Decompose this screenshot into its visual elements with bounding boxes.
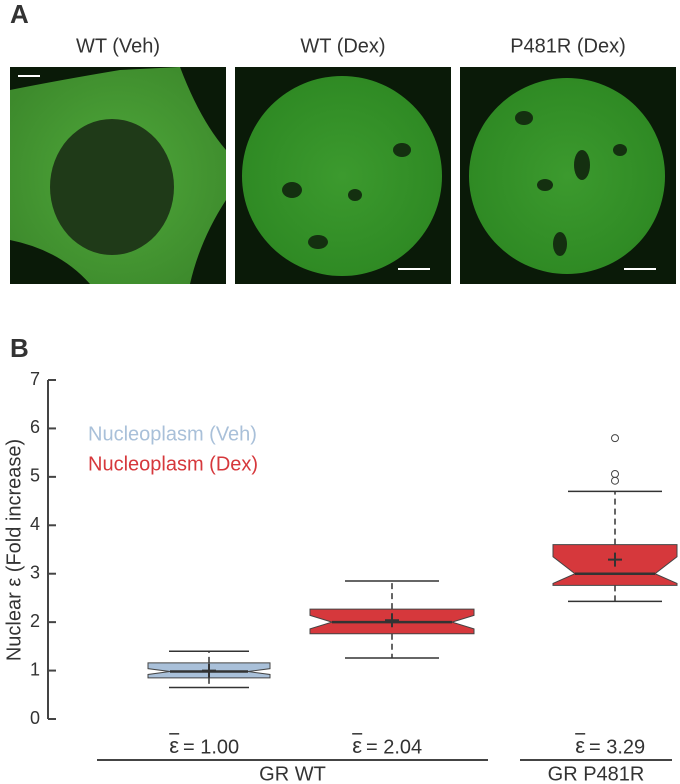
- panel-label: A: [10, 0, 29, 29]
- image-title: WT (Dex): [300, 35, 385, 57]
- y-tick-label: 4: [30, 514, 40, 534]
- mean-marker: [202, 663, 216, 678]
- outlier: [611, 476, 619, 485]
- y-tick-label: 7: [30, 369, 40, 389]
- legend-entry: Nucleoplasm (Dex): [88, 453, 258, 475]
- outlier: [611, 469, 619, 478]
- image-title: WT (Veh): [76, 35, 160, 57]
- mean-label: = 3.29: [589, 736, 645, 758]
- y-axis-label: Nuclear ε (Fold increase): [3, 439, 25, 661]
- outlier: [611, 434, 619, 443]
- legend-entry: Nucleoplasm (Veh): [88, 423, 257, 445]
- y-tick-label: 2: [30, 611, 40, 631]
- micrograph: [10, 67, 226, 284]
- y-tick-label: 1: [30, 659, 40, 679]
- image-title: P481R (Dex): [510, 35, 626, 57]
- mean-symbol: ε: [352, 733, 362, 758]
- mean-symbol: ε: [169, 733, 179, 758]
- panel-label: B: [10, 333, 29, 363]
- y-tick-label: 5: [30, 466, 40, 486]
- micrograph: [235, 67, 451, 284]
- group-label: GR P481R: [548, 763, 645, 784]
- mean-marker: [608, 552, 622, 567]
- y-tick-label: 0: [30, 708, 40, 728]
- y-tick-label: 6: [30, 417, 40, 437]
- mean-marker: [385, 613, 399, 628]
- mean-label: = 1.00: [183, 736, 239, 758]
- group-label: GR WT: [259, 763, 326, 784]
- micrograph: [460, 67, 676, 284]
- mean-label: = 2.04: [366, 736, 422, 758]
- y-tick-label: 3: [30, 562, 40, 582]
- mean-symbol: ε: [575, 733, 585, 758]
